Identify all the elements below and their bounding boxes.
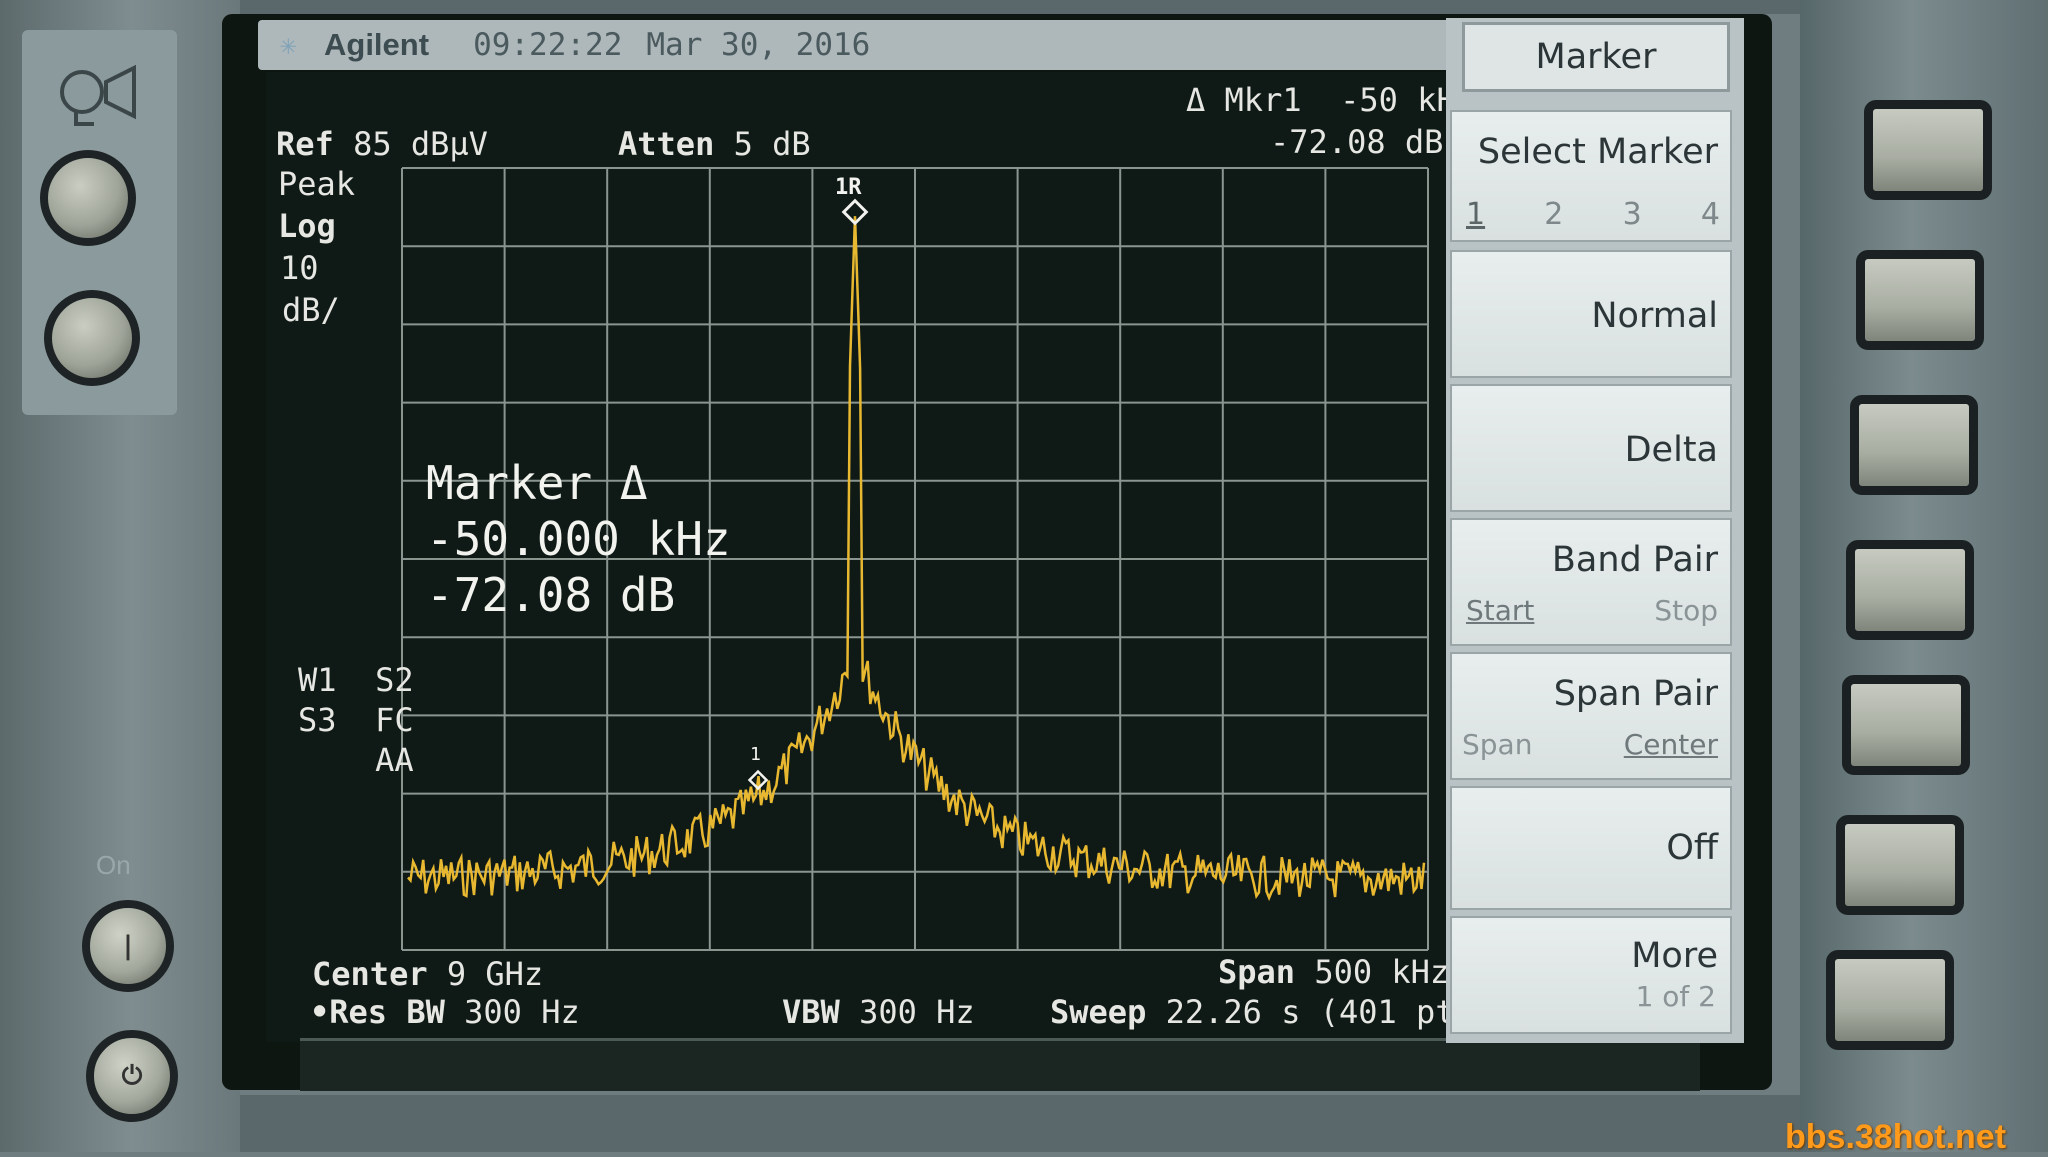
front-panel-knob-button-1[interactable] — [40, 150, 136, 246]
power-button[interactable]: ⏻ — [86, 1030, 178, 1122]
graticule-grid — [401, 167, 1429, 951]
on-label: On — [96, 850, 131, 880]
band-pair-start: Start — [1466, 594, 1535, 627]
delta-marker — [747, 769, 769, 791]
hardware-softkey-2[interactable] — [1856, 250, 1984, 350]
clock-time: 09:22:22 — [473, 27, 623, 63]
clock-date: Mar 30, 2016 — [646, 27, 871, 63]
hardware-softkey-5[interactable] — [1842, 675, 1970, 775]
select-marker-label: Select Marker — [1477, 132, 1718, 172]
center-frequency: Center 9 GHz — [312, 955, 544, 993]
bezel-top — [240, 0, 1800, 14]
span-pair-span: Span — [1462, 728, 1533, 761]
delta-marker-tag: 1 — [750, 744, 761, 765]
hardware-softkey-6[interactable] — [1836, 815, 1964, 915]
status-line — [300, 1038, 1700, 1091]
delta-marker-header: Δ Mkr1 -50 kHz — [1186, 81, 1475, 119]
softkey-normal[interactable]: Normal — [1450, 250, 1732, 378]
delta-label: Delta — [1624, 430, 1718, 470]
title-bar: ✳ Agilent 09:22:22 Mar 30, 2016 — [258, 20, 1458, 70]
hardware-softkey-3[interactable] — [1850, 395, 1978, 495]
reference-marker — [841, 198, 869, 226]
marker-option-1: 1 — [1466, 197, 1486, 232]
span-pair-label: Span Pair — [1553, 674, 1718, 714]
trace-flags: W1 S2 S3 FC AA — [298, 661, 414, 779]
marker-option-3: 3 — [1622, 197, 1642, 232]
front-panel-knob-button-2[interactable] — [44, 290, 140, 386]
marker-readout: Marker Δ -50.000 kHz -72.08 dB — [426, 455, 731, 623]
menu-title: Marker — [1462, 22, 1730, 92]
more-label: More — [1631, 936, 1718, 976]
normal-label: Normal — [1591, 296, 1718, 336]
marker-option-4: 4 — [1700, 197, 1720, 232]
span-pair-center: Center — [1623, 728, 1718, 761]
sweep-time: Sweep 22.26 s (401 pts) — [1050, 993, 1494, 1031]
marker-option-2: 2 — [1544, 197, 1564, 232]
standby-button[interactable]: | — [82, 900, 174, 992]
brand-name: Agilent — [324, 27, 430, 62]
resolution-bandwidth: •Res BW 300 Hz — [310, 993, 580, 1031]
power-icon: ⏻ — [121, 1060, 143, 1091]
hardware-softkey-7[interactable] — [1826, 950, 1954, 1050]
band-pair-label: Band Pair — [1551, 540, 1718, 580]
select-marker-options: 1 2 3 4 — [1466, 197, 1720, 232]
ref-level: Ref 85 dBµV — [276, 125, 488, 163]
softkey-off[interactable]: Off — [1450, 786, 1732, 910]
softkey-delta[interactable]: Delta — [1450, 384, 1732, 512]
watermark: bbs.38hot.net — [1785, 1118, 2007, 1156]
softkey-span-pair[interactable]: Span Pair Span Center — [1450, 652, 1732, 780]
ref-marker-tag: 1R — [835, 175, 862, 200]
standby-line-icon: | — [123, 931, 133, 961]
delta-marker-level: -72.08 dB — [1270, 123, 1444, 161]
video-bandwidth: VBW 300 Hz — [782, 993, 975, 1031]
softkey-select-marker[interactable]: Select Marker 1 2 3 4 — [1450, 110, 1732, 242]
scale-type: Log — [278, 207, 336, 245]
logo-star-icon: ✳ — [280, 28, 297, 61]
detector-mode: Peak — [278, 165, 356, 203]
spectrum-trace — [407, 216, 1426, 902]
more-page-indicator: 1 of 2 — [1635, 980, 1716, 1013]
softkey-more[interactable]: More 1 of 2 — [1450, 916, 1732, 1034]
marker-readout-title: Marker Δ — [426, 456, 648, 510]
softkey-band-pair[interactable]: Band Pair Start Stop — [1450, 518, 1732, 646]
band-pair-stop: Stop — [1654, 594, 1718, 627]
hardware-softkey-1[interactable] — [1864, 100, 1992, 200]
bezel-bottom — [240, 1095, 1800, 1152]
attenuation: Atten 5 dB — [618, 125, 811, 163]
marker-readout-level: -72.08 dB — [426, 568, 676, 622]
marker-readout-freq: -50.000 kHz — [426, 512, 731, 566]
hardware-softkey-4[interactable] — [1846, 540, 1974, 640]
speaker-icon — [60, 64, 136, 126]
scale-value: 10 — [280, 249, 319, 287]
off-label: Off — [1666, 828, 1718, 868]
scale-unit: dB/ — [282, 291, 340, 329]
span: Span 500 kHz — [1218, 953, 1450, 991]
